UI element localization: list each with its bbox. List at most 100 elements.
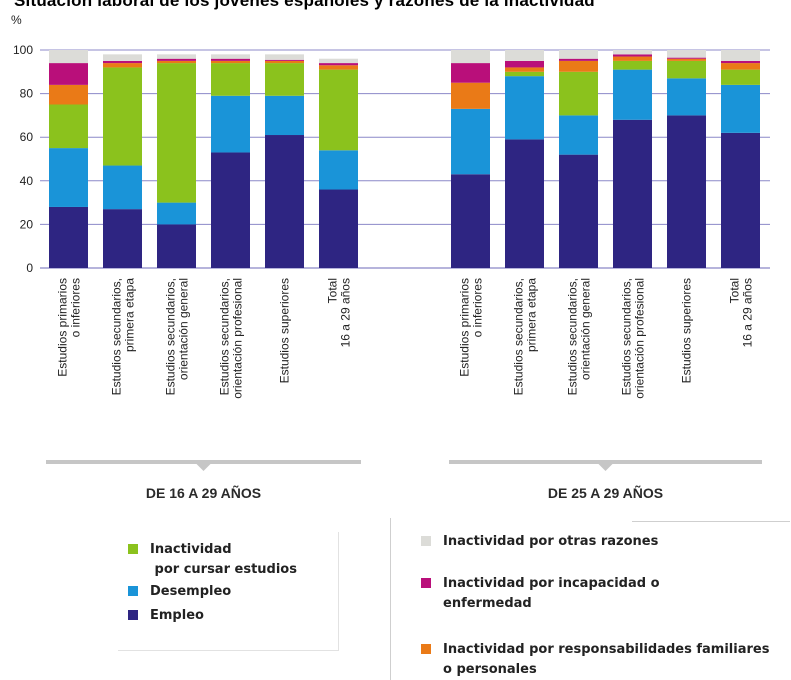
bar-segment-empleo — [667, 115, 706, 269]
bar-segment-familiares — [157, 60, 196, 64]
legend-label-line: Inactividad por otras razones — [443, 534, 659, 549]
x-tick-label: Estudios secundarios,orientación general — [566, 278, 593, 395]
group-label: DE 16 A 29 AÑOS — [146, 484, 261, 501]
legend-label-line: enfermedad — [443, 596, 532, 611]
bar-segment-otras — [49, 50, 88, 64]
bar-segment-empleo — [49, 206, 88, 268]
x-tick-label: Estudios superiores — [278, 278, 292, 383]
legend-swatch — [128, 610, 138, 620]
x-tick-label: Estudios secundarios,orientación profesi… — [620, 278, 647, 399]
bar-segment-familiares — [103, 63, 142, 68]
bar-segment-familiares — [667, 58, 706, 61]
bar-segment-estudios — [319, 69, 358, 151]
bar-segment-familiares — [721, 63, 760, 70]
bar-segment-empleo — [613, 119, 652, 268]
legend-label-line: Inactividad por incapacidad o — [443, 576, 660, 591]
legend-label-line: Empleo — [150, 608, 204, 623]
bar-segment-empleo — [157, 224, 196, 268]
bar-segment-desempleo — [559, 115, 598, 155]
bar-segment-incapacidad — [613, 54, 652, 57]
x-tick-label-line: Estudios superiores — [680, 278, 694, 383]
bar-segment-estudios — [49, 104, 88, 149]
legend-swatch — [421, 644, 431, 654]
x-tick-label-line: o inferiores — [69, 278, 83, 337]
bar-segment-empleo — [451, 174, 490, 268]
bar-segment-incapacidad — [265, 59, 304, 61]
bar-segment-incapacidad — [157, 58, 196, 61]
x-tick-label-line: o inferiores — [471, 278, 485, 337]
bar-segment-familiares — [559, 60, 598, 72]
x-tick-label-line: Total — [326, 278, 340, 303]
x-tick-label: Estudios secundarios,orientación general — [164, 278, 191, 395]
bar-segment-familiares — [319, 65, 358, 70]
x-tick-label-line: Estudios secundarios, — [512, 278, 526, 395]
bar-segment-incapacidad — [103, 60, 142, 64]
bar-segment-desempleo — [451, 108, 490, 175]
group-bracket — [449, 460, 762, 464]
bar-segment-estudios — [157, 63, 196, 203]
x-tick-label: Total16 a 29 años — [728, 278, 755, 347]
x-tick-label: Estudios superiores — [680, 278, 694, 383]
legend-swatch — [421, 578, 431, 588]
bar-segment-incapacidad — [667, 57, 706, 59]
bar-segment-empleo — [721, 132, 760, 268]
bar-segment-empleo — [559, 154, 598, 268]
bar-segment-familiares — [451, 82, 490, 109]
bar-segment-empleo — [103, 209, 142, 268]
legend-frame-line — [632, 521, 790, 522]
bar-segment-desempleo — [211, 95, 250, 153]
bar-segment-otras — [319, 58, 358, 64]
bar-segment-desempleo — [667, 78, 706, 116]
legend-right: Inactividad por otras razones Inactividad… — [390, 518, 791, 680]
legend-label: Inactividad por incapacidad o enfermedad — [443, 574, 660, 614]
bar-segment-desempleo — [319, 150, 358, 190]
legend-label: Desempleo — [150, 582, 231, 602]
bar-segment-familiares — [49, 84, 88, 105]
bar-segment-empleo — [265, 135, 304, 268]
x-tick-label-line: Estudios secundarios, — [110, 278, 124, 395]
x-tick-label: Estudios secundarios,primera etapa — [110, 278, 137, 396]
legend-left: Inactividad por cursar estudios Desempleo… — [118, 532, 339, 651]
y-tick-label: 20 — [20, 217, 34, 231]
bar-segment-incapacidad — [319, 63, 358, 66]
group-label: DE 25 A 29 AÑOS — [548, 484, 663, 501]
bar-segment-otras — [157, 54, 196, 59]
legend-label-line: o personales — [443, 662, 537, 677]
bar-segment-otras — [451, 50, 490, 64]
bar-segment-otras — [721, 50, 760, 61]
x-tick-label-line: 16 a 29 años — [339, 278, 353, 347]
x-tick-label: Total16 a 29 años — [326, 278, 353, 347]
x-tick-label-line: orientación profesional — [633, 278, 647, 399]
bar-segment-otras — [505, 50, 544, 61]
bar-segment-desempleo — [49, 148, 88, 207]
x-tick-label: Estudios primarioso inferiores — [458, 278, 485, 377]
y-tick-label: 60 — [20, 130, 34, 144]
group-bracket-pointer — [598, 464, 613, 471]
y-tick-label: 0 — [26, 261, 33, 275]
y-axis-label: % — [11, 13, 22, 27]
x-tick-label-line: Estudios superiores — [278, 278, 292, 383]
y-tick-label: 80 — [20, 87, 34, 101]
x-tick-label-line: orientación profesional — [231, 278, 245, 399]
legend-swatch — [421, 536, 431, 546]
legend-label: Inactividad por responsabilidades famili… — [443, 640, 769, 680]
bar-segment-estudios — [265, 63, 304, 96]
bar-segment-incapacidad — [505, 60, 544, 68]
legend-label-line: Inactividad — [150, 542, 232, 557]
bar-segment-desempleo — [157, 202, 196, 225]
bar-segment-familiares — [211, 60, 250, 64]
bar-segment-incapacidad — [49, 63, 88, 85]
bar-segment-incapacidad — [559, 58, 598, 61]
bar-segment-desempleo — [721, 84, 760, 133]
bar-segment-otras — [265, 54, 304, 60]
x-tick-label-line: orientación general — [177, 278, 191, 380]
bar-segment-desempleo — [265, 95, 304, 136]
x-tick-label: Estudios primarioso inferiores — [56, 278, 83, 377]
legend-label: Inactividad por otras razones — [443, 532, 658, 552]
x-tick-label-line: Estudios secundarios, — [164, 278, 178, 395]
bar-segment-estudios — [721, 69, 760, 85]
y-tick-label: 40 — [20, 174, 34, 188]
x-tick-label-line: primera etapa — [123, 278, 137, 352]
x-tick-label-line: Estudios secundarios, — [218, 278, 232, 395]
